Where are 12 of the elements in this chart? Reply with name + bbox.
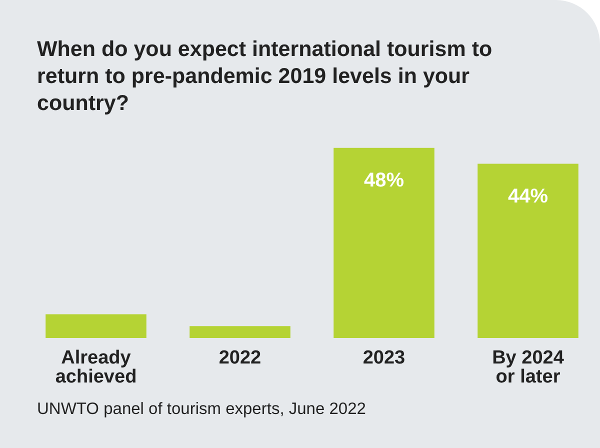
x-tick-label: 2023 (362, 348, 406, 369)
bar (46, 314, 146, 338)
text: UNWTO panel of tourism experts, June 2022 (37, 400, 366, 419)
bar (478, 164, 578, 338)
x-tick-label: Already achieved (55, 348, 137, 388)
data-label: 48% (364, 169, 404, 192)
x-tick-label: 2022 (218, 348, 262, 369)
data-label: 44% (508, 185, 548, 208)
x-tick-label: By 2024 or later (492, 348, 564, 388)
bar (334, 148, 434, 338)
bar (190, 326, 290, 338)
chart-title: When do you expect international tourism to return to pre-pandemic 2019 levels in your country? (37, 36, 494, 117)
